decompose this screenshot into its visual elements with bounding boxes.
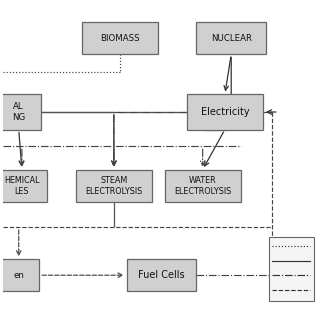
Text: BIOMASS: BIOMASS	[100, 34, 140, 43]
FancyBboxPatch shape	[164, 170, 241, 202]
Text: AL
NG: AL NG	[12, 102, 25, 122]
FancyBboxPatch shape	[0, 170, 47, 202]
Text: Fuel Cells: Fuel Cells	[138, 270, 185, 280]
FancyBboxPatch shape	[76, 170, 152, 202]
Text: HEMICAL
LES: HEMICAL LES	[4, 176, 40, 196]
Text: NUCLEAR: NUCLEAR	[211, 34, 252, 43]
FancyBboxPatch shape	[0, 94, 41, 130]
Text: STEAM
ELECTROLYSIS: STEAM ELECTROLYSIS	[85, 176, 142, 196]
FancyBboxPatch shape	[196, 22, 266, 54]
FancyBboxPatch shape	[0, 259, 39, 291]
Text: WATER
ELECTROLYSIS: WATER ELECTROLYSIS	[174, 176, 231, 196]
FancyBboxPatch shape	[269, 237, 314, 301]
FancyBboxPatch shape	[82, 22, 158, 54]
FancyBboxPatch shape	[126, 259, 196, 291]
Text: en: en	[13, 271, 24, 280]
FancyBboxPatch shape	[187, 94, 263, 130]
Text: Electricity: Electricity	[201, 107, 249, 117]
